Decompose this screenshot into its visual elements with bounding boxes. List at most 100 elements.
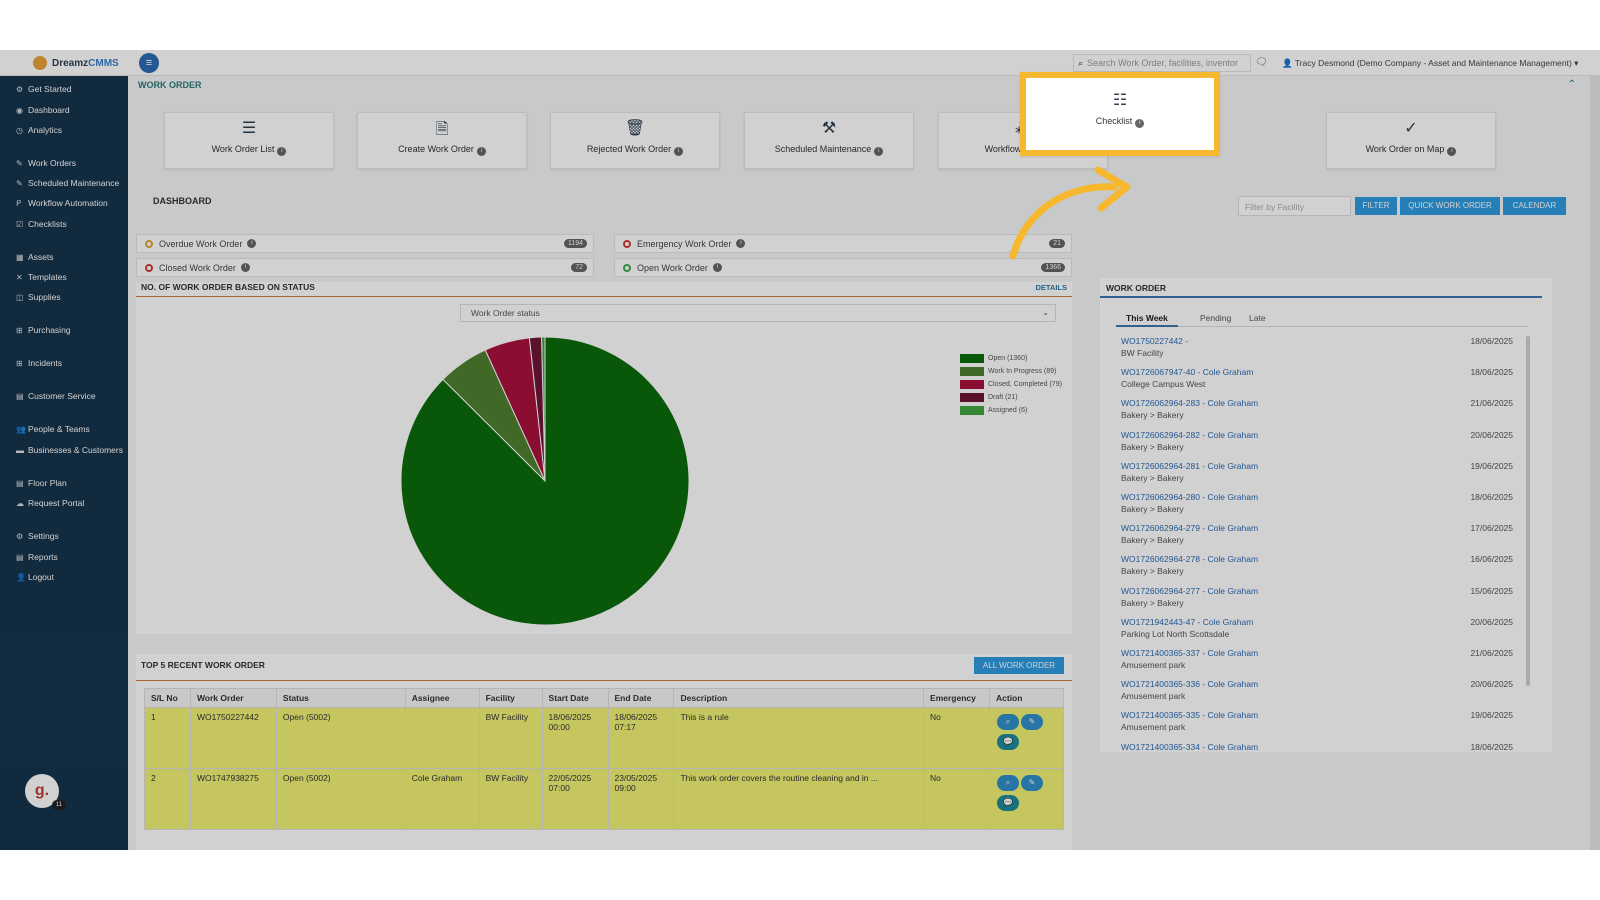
sidebar-item[interactable]: 👥 People & Teams — [16, 424, 90, 434]
table-row[interactable]: 1 WO1750227442 Open (5002) BW Facility 18/06… — [144, 707, 1064, 769]
work-order-link[interactable]: WO1750227442 - — [1121, 336, 1189, 346]
work-order-link[interactable]: WO1726067947-40 - Cole Graham — [1121, 367, 1254, 378]
work-order-link[interactable]: WO1721400365-336 - Cole Graham — [1121, 679, 1259, 690]
sidebar-item[interactable]: ◫ Supplies — [16, 292, 61, 302]
page-scrollbar[interactable] — [1590, 76, 1600, 850]
sidebar-item[interactable]: ◷ Analytics — [16, 125, 62, 135]
work-order-link[interactable]: WO1721400365-335 - Cole Graham — [1121, 710, 1259, 721]
filter-button[interactable]: FILTER — [1355, 197, 1397, 215]
sidebar-item[interactable]: ▤ Reports — [16, 552, 58, 562]
top-bar: Dreamz CMMS ≡ ⌕ Search Work Order, facilit… — [0, 50, 1600, 76]
sidebar-item[interactable]: ✎ Scheduled Maintenance — [16, 178, 119, 188]
sidebar-item-icon: ◫ — [16, 292, 24, 302]
sidebar-item-label: Settings — [28, 531, 59, 541]
work-order-date: 19/06/2025 — [1470, 460, 1513, 471]
list-item[interactable]: WO1726062964-280 - Cole Graham Bakery > B… — [1121, 492, 1513, 514]
list-item[interactable]: WO1721400365-336 - Cole Graham Amusement … — [1121, 679, 1513, 701]
list-item[interactable]: WO1750227442 - BW Facility 18/06/2025 — [1121, 336, 1513, 358]
tab-this-week[interactable]: This Week — [1126, 313, 1168, 323]
tile-work-order-list[interactable]: ☰ Work Order List i — [164, 112, 334, 169]
sidebar-item[interactable]: ✕ Templates — [16, 272, 67, 282]
stat-card[interactable]: Emergency Work Order i 21 — [614, 234, 1072, 253]
sidebar-item[interactable]: ☑ Checklists — [16, 219, 67, 229]
work-order-link[interactable]: WO1721942443-47 - Cole Graham — [1121, 616, 1254, 627]
sidebar-item[interactable]: ◉ Dashboard — [16, 105, 70, 115]
list-item[interactable]: WO1726062964-279 - Cole Graham Bakery > B… — [1121, 523, 1513, 545]
list-item[interactable]: WO1726062964-281 - Cole Graham Bakery > B… — [1121, 461, 1513, 483]
list-item[interactable]: WO1721942443-47 - Cole Graham Parking Lot… — [1121, 617, 1513, 639]
info-icon: i — [1447, 147, 1457, 156]
list-item[interactable]: WO1721400365-334 - Cole Graham 18/06/2025 — [1121, 742, 1513, 754]
legend-item[interactable]: Work In Progress (89) — [960, 367, 1062, 376]
brand-logo[interactable]: Dreamz CMMS — [0, 50, 128, 76]
tab-late[interactable]: Late — [1249, 313, 1266, 323]
sidebar-item[interactable]: ⊞ Incidents — [16, 358, 62, 368]
status-select[interactable]: Work Order status ⌄ — [460, 304, 1056, 322]
sidebar-item[interactable]: ▤ Floor Plan — [16, 478, 67, 488]
all-work-order-button[interactable]: ALL WORK ORDER — [974, 657, 1064, 674]
work-order-link[interactable]: WO1726062964-279 - Cole Graham — [1121, 523, 1259, 534]
sidebar-item[interactable]: ᑭ Workflow Automation — [16, 198, 108, 208]
list-item[interactable]: WO1726062964-277 - Cole Graham Bakery > B… — [1121, 586, 1513, 608]
sidebar-item[interactable]: ⚙ Get Started — [16, 84, 71, 94]
quick-work-order-button[interactable]: QUICK WORK ORDER — [1400, 197, 1500, 215]
list-item[interactable]: WO1726062964-283 - Cole Graham Bakery > B… — [1121, 398, 1513, 420]
edit-icon[interactable]: ✎ — [1021, 775, 1043, 791]
tile-scheduled-maintenance[interactable]: ⚒ Scheduled Maintenance i — [744, 112, 914, 169]
menu-toggle-button[interactable]: ≡ — [139, 53, 159, 73]
work-order-link[interactable]: WO1726062964-283 - Cole Graham — [1121, 398, 1259, 409]
work-order-date: 21/06/2025 — [1470, 648, 1513, 658]
pie-slice-open[interactable] — [400, 336, 690, 626]
work-order-link[interactable]: WO1726062964-282 - Cole Graham — [1121, 429, 1259, 440]
legend-item[interactable]: Closed, Completed (79) — [960, 380, 1062, 389]
legend-item[interactable]: Draft (21) — [960, 393, 1062, 402]
user-menu[interactable]: 👤 Tracy Desmond (Demo Company - Asset an… — [1282, 58, 1579, 68]
stat-card[interactable]: Open Work Order i 1366 — [614, 258, 1072, 277]
tile-checklist[interactable]: ☷ Checklist i — [1020, 72, 1220, 156]
sidebar-item[interactable]: ☁ Request Portal — [16, 498, 84, 508]
chat-icon[interactable]: 🗨 — [1255, 57, 1268, 68]
tile-rejected-work-order[interactable]: 🗑 Rejected Work Order i — [550, 112, 720, 169]
table-cell: This is a rule — [673, 707, 925, 769]
sidebar-item[interactable]: ▦ Assets — [16, 252, 54, 262]
list-item[interactable]: WO1726062964-278 - Cole Graham Bakery > B… — [1121, 554, 1513, 576]
list-item[interactable]: WO1726062964-282 - Cole Graham Bakery > B… — [1121, 430, 1513, 452]
stat-card[interactable]: Overdue Work Order i 1194 — [136, 234, 594, 253]
filter-facility-input[interactable]: Filter by Facility — [1238, 196, 1351, 216]
work-order-link[interactable]: WO1721400365-337 - Cole Graham — [1121, 648, 1259, 658]
list-item[interactable]: WO1726067947-40 - Cole Graham College Cam… — [1121, 367, 1513, 389]
view-icon[interactable]: ⌕ — [997, 714, 1019, 730]
view-icon[interactable]: ⌕ — [997, 775, 1019, 791]
work-order-link[interactable]: WO1726062964-280 - Cole Graham — [1121, 492, 1259, 502]
tile-create-work-order[interactable]: 🗎 Create Work Order i — [357, 112, 527, 169]
work-order-link[interactable]: WO1721400365-334 - Cole Graham — [1121, 741, 1259, 752]
calendar-button[interactable]: CALENDAR — [1503, 197, 1566, 215]
sidebar-item[interactable]: ▤ Customer Service — [16, 391, 96, 401]
stat-label: Emergency Work Order — [637, 238, 732, 249]
scrollbar[interactable] — [1526, 336, 1530, 686]
work-order-link[interactable]: WO1726062964-278 - Cole Graham — [1121, 554, 1259, 565]
legend-item[interactable]: Assigned (6) — [960, 406, 1062, 415]
comment-icon[interactable]: 💬 — [997, 734, 1019, 750]
tile-work-order-on-map[interactable]: ✓ Work Order on Map i — [1326, 112, 1496, 169]
sidebar-item[interactable]: ▬ Businesses & Customers — [16, 445, 123, 455]
collapse-icon[interactable]: ⌃ — [1567, 79, 1576, 90]
sidebar-item[interactable]: ⊞ Purchasing — [16, 325, 71, 335]
list-item[interactable]: WO1721400365-337 - Cole Graham Amusement … — [1121, 648, 1513, 670]
list-item[interactable]: WO1721400365-335 - Cole Graham Amusement … — [1121, 710, 1513, 732]
search-input[interactable]: ⌕ Search Work Order, facilities, inventor — [1073, 54, 1251, 72]
sidebar-item[interactable]: ✎ Work Orders — [16, 158, 76, 168]
details-link[interactable]: DETAILS — [1035, 283, 1067, 292]
work-order-link[interactable]: WO1726062964-277 - Cole Graham — [1121, 585, 1259, 596]
edit-icon[interactable]: ✎ — [1021, 714, 1043, 730]
stat-card[interactable]: Closed Work Order i 72 — [136, 258, 594, 277]
avatar[interactable]: g. — [25, 774, 59, 808]
column-header: S/L No — [144, 688, 191, 708]
comment-icon[interactable]: 💬 — [997, 795, 1019, 811]
sidebar-item[interactable]: 👤 Logout — [16, 572, 54, 582]
tab-pending[interactable]: Pending — [1200, 313, 1232, 323]
sidebar-item[interactable]: ⚙ Settings — [16, 531, 59, 541]
legend-item[interactable]: Open (1360) — [960, 354, 1062, 363]
table-row[interactable]: 2 WO1747938275 Open (5002) Cole Graham BW Fa… — [144, 768, 1064, 830]
work-order-link[interactable]: WO1726062964-281 - Cole Graham — [1121, 460, 1259, 471]
